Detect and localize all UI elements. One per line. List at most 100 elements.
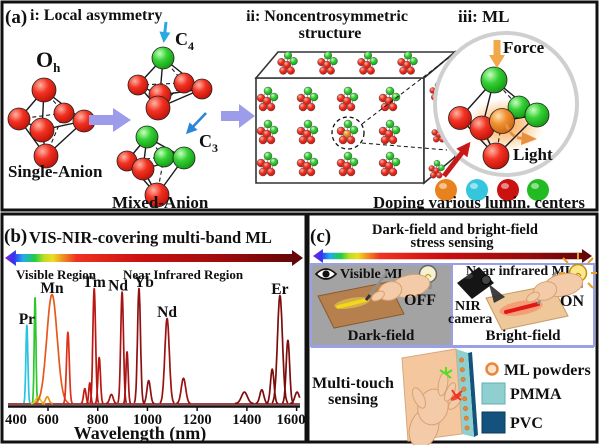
multi-touch-label-line2: sensing [328, 391, 378, 408]
x-tick-label: 800 [87, 412, 109, 428]
red-ml-trace [504, 302, 540, 314]
spectrum-peak [85, 382, 94, 405]
dark-field-label: Dark-field [348, 328, 415, 344]
dark-field-writing-scene [317, 270, 431, 329]
off-label: OFF [404, 292, 436, 309]
panel-a-section-i-title: i: Local asymmetry [30, 7, 162, 24]
panel-a-section-ii-title-line2: structure [299, 25, 362, 42]
green-ml-spark [439, 367, 453, 379]
oh-symmetry-label: Oh [36, 47, 61, 75]
ml-powder-dot [460, 376, 466, 382]
legend-swatch-pmma [481, 382, 506, 405]
touch-hand [408, 371, 463, 445]
spectrum-peak-pr [22, 324, 31, 404]
spectrum-peak [281, 339, 295, 404]
x-tick-label: 1600 [277, 412, 306, 428]
panel-a-label: (a) [5, 7, 27, 28]
force-label: Force [503, 38, 545, 57]
peak-label-nd: Nd [108, 277, 128, 294]
peak-label-tm: Tm [83, 274, 106, 291]
spectrum-peak [122, 351, 132, 404]
ml-powder-dot [464, 425, 470, 431]
spectrum-peak [142, 379, 155, 405]
spectrum-peak [266, 368, 279, 405]
legend-label-pmma: PMMA [510, 386, 562, 403]
vis-nir-spectrum-arrow [5, 250, 303, 266]
dark-bright-spectrum-arrow [313, 249, 592, 263]
panel-a-section-ii-title-line1: ii: Noncentrosymmetric [246, 8, 408, 25]
mixed-anion-octahedron-c3 [116, 125, 196, 208]
step-arrow-1 [89, 108, 131, 132]
ml-powder-dot [459, 367, 465, 373]
eye-icon [314, 268, 338, 280]
ml-mechanism-circle: Force Light [433, 31, 579, 177]
c4-arrow [159, 21, 171, 43]
peak-label-mn: Mn [40, 280, 64, 297]
spectrum-peak-mn [34, 293, 69, 404]
mini-octahedron-cluster [256, 119, 279, 145]
mini-octahedron-cluster [336, 151, 359, 177]
panel-b-label: (b) [4, 226, 27, 247]
light-arrowhead [521, 132, 537, 145]
c4-label: C4 [175, 29, 194, 53]
lumin-center-dots [435, 179, 549, 201]
panel-c: (c) Dark-field and bright-field stress s… [306, 212, 599, 445]
peak-label-er: Er [271, 281, 288, 298]
unit-cell-box [254, 50, 458, 185]
light-label: Light [513, 145, 553, 164]
pen-tip [364, 294, 372, 301]
panel-c-label: (c) [310, 226, 331, 247]
peak-label-nd: Nd [157, 304, 177, 321]
zoom-selection-dashed-circle [331, 116, 365, 150]
bright-field-label: Bright-field [486, 328, 562, 344]
hand [371, 273, 431, 302]
yellow-ml-trace [336, 298, 368, 309]
spectrum-peak [31, 296, 39, 404]
nir-camera-icon [457, 267, 505, 303]
nir-camera-caption-line2: camera [448, 312, 492, 327]
mini-octahedron-cluster [256, 151, 279, 177]
spectrum-peak [62, 331, 74, 404]
mixed-anion-octahedron-c4 [127, 46, 213, 121]
visible-region-label: Visible Region [16, 267, 97, 282]
bright-field-writing-scene [457, 267, 584, 331]
nir-camera-caption-line1: NIR [455, 299, 482, 314]
legend-swatch-ml-powders [485, 362, 499, 376]
mini-octahedron-cluster [317, 51, 338, 75]
spectrum-peak [41, 395, 54, 405]
ml-octahedron [448, 66, 550, 170]
spectrum-peak [254, 388, 269, 405]
mini-octahedron-cluster [296, 119, 319, 145]
panel-c-title-line1: Dark-field and bright-field [372, 222, 538, 238]
c3-arrow [185, 112, 207, 135]
x-tick-label: 1400 [232, 412, 261, 428]
ml-powder-dot [463, 406, 468, 411]
legend-label-ml-powders: ML powders [504, 362, 591, 379]
ml-powder-dots [459, 357, 470, 431]
x-tick-label: 1200 [183, 412, 212, 428]
spectrum-peak [94, 356, 104, 405]
red-ml-spark [450, 389, 463, 401]
x-axis-title: Wavelength (nm) [74, 423, 207, 444]
mini-octahedron-cluster [397, 51, 418, 75]
spectrum-peak [234, 391, 255, 405]
mini-octahedron-cluster [428, 160, 445, 179]
single-anion-label: Single-Anion [8, 162, 103, 181]
x-tick-label: 1000 [133, 412, 162, 428]
legend-swatch-pvc [481, 411, 506, 434]
x-tick-label: 600 [37, 412, 59, 428]
octahedra-cluster-array [256, 51, 448, 179]
peak-label-yb: Yb [134, 274, 154, 291]
ml-powder-dot [462, 396, 468, 402]
force-arrow [489, 40, 505, 68]
panel-b: (b) VIS-NIR-covering multi-band ML Visib… [0, 212, 308, 444]
mixed-anion-label: Mixed-Anion [112, 193, 209, 212]
spectrum-peak [175, 377, 192, 405]
mini-octahedron-cluster [336, 119, 359, 145]
mini-octahedron-cluster [296, 86, 319, 112]
hand [526, 272, 584, 303]
mini-octahedron-cluster [256, 86, 279, 112]
legend-label-pvc: PVC [510, 415, 543, 432]
